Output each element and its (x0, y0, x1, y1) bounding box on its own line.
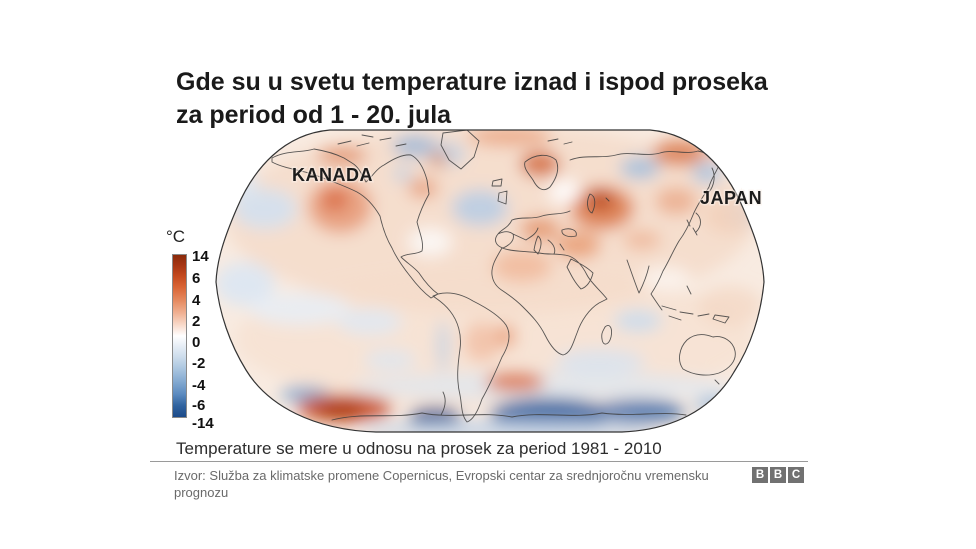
world-temperature-map: KANADA JAPAN (215, 129, 765, 433)
temperature-anomaly-field (216, 130, 764, 432)
coast-europe-africa (491, 154, 612, 356)
colorbar-unit-label: °C (166, 227, 186, 246)
coastlines (271, 130, 762, 423)
colorbar-tick: -6 (192, 397, 206, 414)
temperature-colorbar (172, 254, 187, 418)
page-title: Gde su u svetu temperature iznad i ispod… (176, 67, 768, 129)
map-label-kanada: KANADA (292, 165, 373, 185)
footer-divider (150, 461, 808, 462)
bbc-logo-letter: C (788, 467, 804, 483)
colorbar-tick: 6 (192, 270, 201, 287)
source-attribution: Izvor: Služba za klimatske promene Coper… (174, 468, 709, 500)
colorbar-tick: 14 (192, 248, 209, 265)
coast-antarctica (331, 391, 687, 421)
bbc-logo: B B C (752, 467, 804, 483)
map-outline (215, 129, 765, 433)
colorbar-tick: 0 (192, 334, 201, 351)
bbc-logo-letter: B (752, 467, 768, 483)
colorbar-tick: -2 (192, 355, 206, 372)
chart-caption: Temperature se mere u odnosu na prosek z… (176, 439, 662, 458)
coast-americas (271, 130, 510, 423)
colorbar-tick: -14 (192, 415, 214, 432)
bbc-logo-letter: B (770, 467, 786, 483)
colorbar-tick: -4 (192, 377, 206, 394)
colorbar-tick: 2 (192, 313, 201, 330)
colorbar-tick: 4 (192, 292, 201, 309)
map-label-japan: JAPAN (700, 188, 762, 208)
